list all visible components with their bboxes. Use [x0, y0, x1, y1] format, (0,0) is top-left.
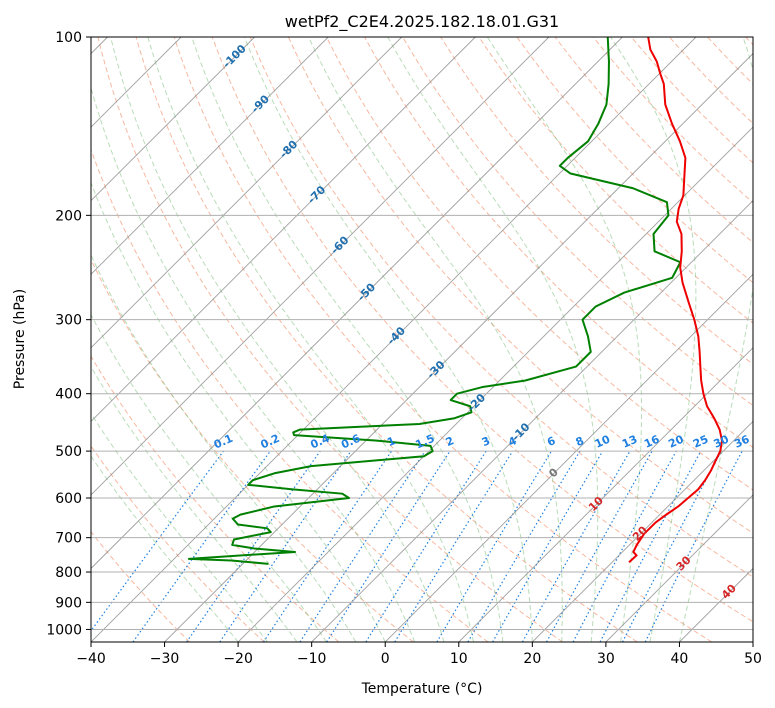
isotherm-line [458, 347, 753, 642]
mixing-ratio-line [572, 450, 677, 642]
y-tick-label: 400 [55, 387, 82, 403]
y-tick-label: 200 [55, 208, 82, 224]
x-tick-label: 10 [450, 651, 468, 667]
mixing-ratio-line [365, 450, 487, 642]
x-tick-label: −30 [150, 651, 180, 667]
isotherm-line [91, 37, 403, 349]
x-tick-label: 30 [597, 651, 615, 667]
moist-adiabat-line [91, 181, 386, 642]
isotherm-line [91, 37, 697, 642]
moist-adiabats [91, 37, 753, 642]
dry-adiabat-line [91, 258, 414, 642]
plot-frame [90, 36, 754, 643]
x-tick-label: 40 [671, 651, 689, 667]
dry-adiabat-line [440, 37, 753, 365]
x-tick-label: 0 [381, 651, 390, 667]
x-tick-label: −10 [297, 651, 327, 667]
x-tick-label: −20 [223, 651, 253, 667]
dewpoint-line [187, 37, 682, 565]
annotation-label: 13 [620, 433, 639, 451]
dry-adiabat-line [249, 37, 753, 578]
annotation-label: 10 [593, 432, 613, 450]
moist-adiabat-line [191, 37, 504, 642]
isotherm-line [532, 420, 753, 642]
isotherm-line [91, 37, 476, 422]
moist-adiabat-line [387, 37, 599, 642]
annotation-label: 30 [712, 432, 732, 450]
x-tick-label: −40 [76, 651, 106, 667]
temperature-profile [628, 37, 723, 563]
moist-adiabat-line [610, 37, 697, 642]
isotherms [91, 37, 753, 642]
y-tick-label: 500 [55, 444, 82, 460]
moist-adiabat-line [91, 412, 268, 642]
dry-adiabat-line [592, 37, 753, 204]
chart-title: wetPf2_C2E4.2025.182.18.01.G31 [285, 12, 559, 32]
isotherm-line [91, 37, 255, 202]
y-tick-label: 600 [55, 491, 82, 507]
annotation-label: 25 [691, 433, 710, 451]
mixing-ratio-line [219, 450, 352, 642]
temperature-line [628, 37, 723, 563]
isotherm-line [311, 200, 753, 642]
dry-adiabat-line [516, 37, 753, 284]
isotherm-line [164, 52, 753, 642]
x-axis: −40 −30 −20 −10 0 10 20 30 40 50 [76, 642, 762, 667]
mixing-ratio-line [91, 450, 225, 632]
moist-adiabat-line [486, 37, 643, 642]
x-tick-label: 50 [744, 651, 762, 667]
plot-area [91, 37, 753, 642]
y-tick-label: 700 [55, 531, 82, 547]
isotherm-line [91, 37, 329, 275]
moist-adiabat-line [147, 37, 474, 642]
y-tick-label: 300 [55, 313, 82, 329]
dry-adiabat-line [97, 37, 563, 642]
mixing-ratio-line [132, 450, 271, 642]
dry-adiabat-line [211, 37, 753, 623]
annotation-label: 36 [732, 432, 752, 450]
y-tick-label: 900 [55, 595, 82, 611]
y-tick-label: 100 [55, 30, 82, 46]
moist-adiabat-line [91, 455, 239, 642]
dry-adiabat-line [402, 37, 753, 407]
dry-adiabat-line [91, 355, 340, 642]
mixing-ratio-line [467, 450, 581, 642]
moist-adiabat-line [91, 253, 357, 642]
dry-adiabat-line [326, 37, 753, 491]
moist-adiabat-line [91, 86, 416, 642]
y-axis: 100 200 300 400 500 600 700 800 900 1000 [46, 30, 91, 638]
dry-adiabat-line [287, 37, 753, 534]
moist-adiabat-line [91, 365, 298, 642]
pressure-gridlines [91, 37, 753, 630]
x-tick-label: 20 [523, 651, 541, 667]
dry-adiabat-line [173, 37, 713, 642]
isotherm-line [91, 37, 550, 496]
mixing-ratio-lines [91, 450, 743, 642]
isotherm-line [237, 126, 753, 642]
y-tick-label: 1000 [46, 622, 82, 638]
mixing-ratio-line [186, 450, 321, 642]
moist-adiabat-line [243, 37, 533, 642]
annotation-label: 16 [642, 432, 662, 450]
mixing-ratio-line [394, 450, 514, 642]
x-axis-label: Temperature (°C) [361, 681, 483, 697]
mixing-ratio-line [436, 450, 553, 642]
isotherm-line [91, 37, 623, 570]
mixing-ratio-line [492, 450, 604, 642]
mixing-ratio-line [521, 450, 631, 642]
y-axis-label: Pressure (hPa) [12, 289, 28, 389]
dry-adiabat-line [91, 148, 489, 642]
mixing-ratio-line [326, 450, 451, 642]
dewpoint-profile [187, 37, 682, 565]
dry-adiabat-line [135, 37, 638, 642]
y-tick-label: 800 [55, 565, 82, 581]
isotherm-line [384, 273, 753, 642]
dry-adiabat-line [91, 531, 191, 642]
annotation-label: 20 [666, 432, 686, 450]
isotherm-line [605, 494, 753, 642]
